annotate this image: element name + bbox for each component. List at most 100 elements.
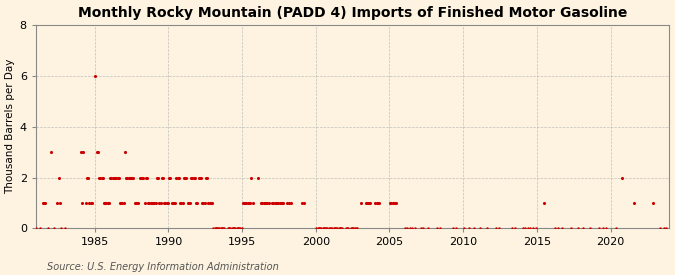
Point bbox=[170, 201, 181, 205]
Point bbox=[215, 226, 226, 231]
Point bbox=[346, 226, 356, 231]
Point bbox=[235, 226, 246, 231]
Point bbox=[101, 201, 112, 205]
Point bbox=[130, 201, 141, 205]
Point bbox=[331, 226, 342, 231]
Point bbox=[423, 226, 433, 231]
Point bbox=[272, 201, 283, 205]
Point bbox=[198, 201, 209, 205]
Point bbox=[284, 201, 295, 205]
Point bbox=[400, 226, 410, 231]
Point bbox=[629, 201, 640, 205]
Point bbox=[184, 201, 194, 205]
Point bbox=[578, 226, 589, 231]
Point bbox=[229, 226, 240, 231]
Point bbox=[92, 150, 103, 154]
Point bbox=[271, 201, 281, 205]
Point bbox=[151, 201, 161, 205]
Point bbox=[252, 175, 263, 180]
Point bbox=[232, 226, 243, 231]
Point bbox=[190, 175, 200, 180]
Point bbox=[46, 150, 57, 154]
Point bbox=[219, 226, 230, 231]
Point bbox=[100, 201, 111, 205]
Point bbox=[348, 226, 358, 231]
Point bbox=[112, 175, 123, 180]
Point bbox=[207, 201, 217, 205]
Point bbox=[232, 226, 243, 231]
Point bbox=[84, 201, 95, 205]
Point bbox=[402, 226, 412, 231]
Point bbox=[55, 226, 66, 231]
Point bbox=[538, 201, 549, 205]
Point bbox=[355, 201, 366, 205]
Point bbox=[140, 175, 151, 180]
Point bbox=[557, 226, 568, 231]
Point bbox=[244, 201, 254, 205]
Point bbox=[106, 175, 117, 180]
Point bbox=[103, 201, 114, 205]
Point bbox=[97, 175, 108, 180]
Point bbox=[124, 175, 135, 180]
Point bbox=[572, 226, 583, 231]
Point bbox=[490, 226, 501, 231]
Point bbox=[267, 201, 277, 205]
Point bbox=[364, 201, 375, 205]
Point bbox=[91, 150, 102, 154]
Point bbox=[149, 201, 160, 205]
Point bbox=[176, 201, 187, 205]
Point bbox=[181, 175, 192, 180]
Text: Source: U.S. Energy Information Administration: Source: U.S. Energy Information Administ… bbox=[47, 262, 279, 271]
Point bbox=[597, 226, 608, 231]
Point bbox=[99, 201, 109, 205]
Point bbox=[273, 201, 284, 205]
Point bbox=[121, 175, 132, 180]
Point bbox=[161, 201, 172, 205]
Point bbox=[230, 226, 241, 231]
Point bbox=[319, 226, 329, 231]
Point bbox=[180, 175, 190, 180]
Point bbox=[524, 226, 535, 231]
Point bbox=[482, 226, 493, 231]
Point bbox=[133, 201, 144, 205]
Point bbox=[385, 201, 396, 205]
Point bbox=[138, 175, 148, 180]
Point bbox=[386, 201, 397, 205]
Point bbox=[245, 201, 256, 205]
Point bbox=[178, 201, 188, 205]
Point bbox=[333, 226, 344, 231]
Point bbox=[123, 175, 134, 180]
Point bbox=[128, 175, 139, 180]
Point bbox=[55, 201, 65, 205]
Point bbox=[157, 175, 167, 180]
Point bbox=[192, 201, 202, 205]
Point bbox=[286, 201, 296, 205]
Point bbox=[76, 201, 87, 205]
Point bbox=[340, 226, 351, 231]
Point bbox=[296, 201, 307, 205]
Point bbox=[143, 201, 154, 205]
Point bbox=[90, 74, 101, 78]
Point bbox=[184, 201, 195, 205]
Point bbox=[157, 175, 168, 180]
Point bbox=[240, 201, 250, 205]
Point bbox=[193, 175, 204, 180]
Point bbox=[311, 226, 322, 231]
Point bbox=[510, 226, 520, 231]
Point bbox=[617, 175, 628, 180]
Point bbox=[155, 201, 166, 205]
Point bbox=[136, 175, 147, 180]
Point bbox=[611, 226, 622, 231]
Point bbox=[113, 175, 124, 180]
Point bbox=[409, 226, 420, 231]
Point bbox=[659, 226, 670, 231]
Point bbox=[319, 226, 329, 231]
Point bbox=[320, 226, 331, 231]
Point bbox=[343, 226, 354, 231]
Point bbox=[232, 226, 242, 231]
Point bbox=[316, 226, 327, 231]
Point bbox=[520, 226, 531, 231]
Point bbox=[337, 226, 348, 231]
Point bbox=[317, 226, 328, 231]
Point bbox=[327, 226, 338, 231]
